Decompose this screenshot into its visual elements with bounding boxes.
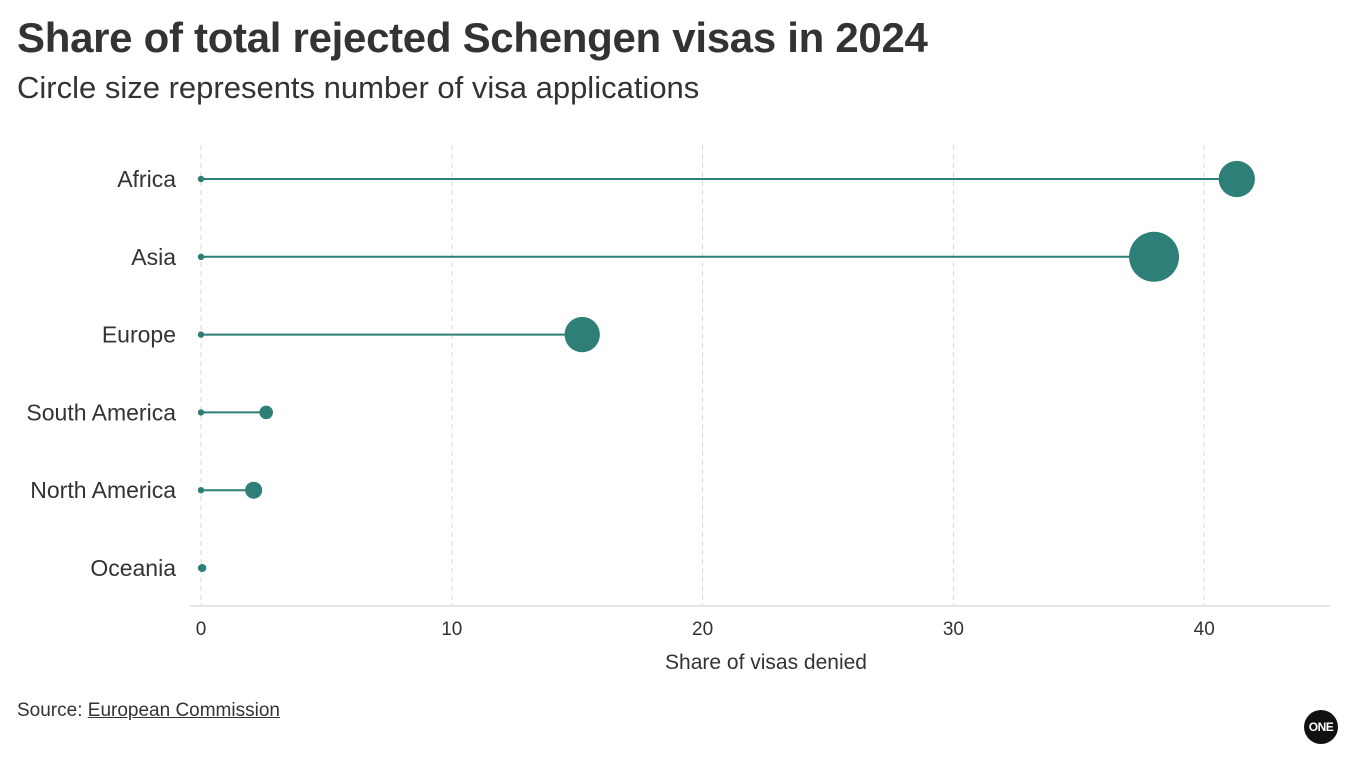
- lollipop-chart: 0 10 20 30 40 Share of visas denied Africa Asi…: [26, 145, 1330, 674]
- lollipop-bubble: [259, 405, 273, 420]
- category-label: Africa: [117, 166, 176, 192]
- chart-marks: [197, 160, 1255, 573]
- chart-title: Share of total rejected Schengen visas i…: [17, 14, 928, 61]
- lollipop-start-dot: [197, 409, 205, 416]
- lollipop-bubble: [198, 563, 207, 573]
- lollipop-bubble: [245, 481, 263, 499]
- source-link[interactable]: European Commission: [87, 700, 280, 721]
- x-tick-label: 40: [1194, 619, 1215, 640]
- category-label: North America: [30, 477, 176, 503]
- x-tick-label: 30: [943, 619, 964, 640]
- x-axis: 0 10 20 30 40 Share of visas denied: [190, 605, 1330, 674]
- one-logo-icon: ONE: [1304, 710, 1338, 744]
- category-label: Asia: [131, 244, 176, 270]
- lollipop-start-dot: [197, 175, 205, 183]
- lollipop-start-dot: [197, 331, 205, 338]
- lollipop-start-dot: [197, 253, 205, 260]
- category-labels: Africa Asia Europe South America North Ameri…: [26, 166, 176, 581]
- chart-subtitle: Circle size represents number of visa ap…: [17, 70, 700, 105]
- source-prefix: Source:: [17, 700, 88, 721]
- x-tick-label: 0: [196, 619, 207, 640]
- x-tick-label: 10: [441, 619, 462, 640]
- lollipop-bubble: [1218, 160, 1255, 198]
- category-label: South America: [26, 399, 176, 425]
- x-tick-label: 20: [692, 619, 713, 640]
- category-label: Europe: [102, 322, 176, 348]
- source-note: Source: European Commission: [17, 700, 280, 722]
- category-label: Oceania: [90, 555, 176, 581]
- gridlines: [200, 145, 1205, 606]
- lollipop-bubble: [564, 316, 600, 353]
- lollipop-bubble: [1129, 231, 1180, 282]
- logo-text: ONE: [1308, 720, 1334, 734]
- x-axis-title: Share of visas denied: [665, 651, 867, 674]
- lollipop-start-dot: [197, 487, 205, 494]
